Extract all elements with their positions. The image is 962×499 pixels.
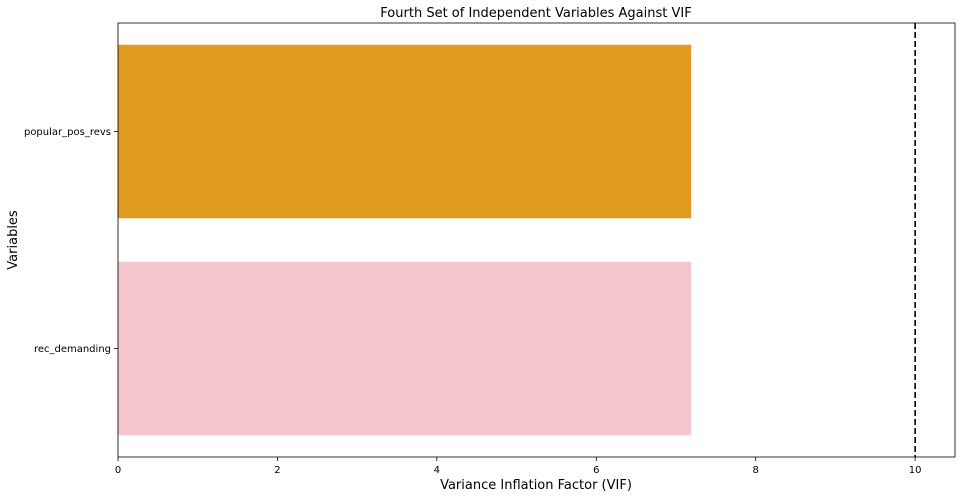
y-axis-label: Variables bbox=[6, 210, 21, 270]
bars-group bbox=[118, 44, 692, 436]
x-tick-label: 2 bbox=[274, 465, 280, 476]
y-tick-label: rec_demanding bbox=[34, 344, 111, 355]
bar-popular-pos-revs bbox=[118, 44, 692, 219]
x-tick-label: 10 bbox=[909, 465, 922, 476]
x-tick-label: 6 bbox=[593, 465, 599, 476]
bar-rec-demanding bbox=[118, 261, 692, 436]
x-tick-label: 0 bbox=[115, 465, 121, 476]
y-axis-ticks: popular_pos_revs rec_demanding bbox=[24, 127, 118, 355]
plot-frame bbox=[117, 22, 956, 458]
x-axis-ticks: 0 2 4 6 8 10 bbox=[115, 457, 922, 476]
x-axis-label: Variance Inflation Factor (VIF) bbox=[440, 478, 632, 493]
x-tick-label: 8 bbox=[753, 465, 759, 476]
y-tick-label: popular_pos_revs bbox=[24, 127, 111, 138]
x-tick-label: 4 bbox=[434, 465, 440, 476]
chart-title: Fourth Set of Independent Variables Agai… bbox=[380, 6, 691, 21]
